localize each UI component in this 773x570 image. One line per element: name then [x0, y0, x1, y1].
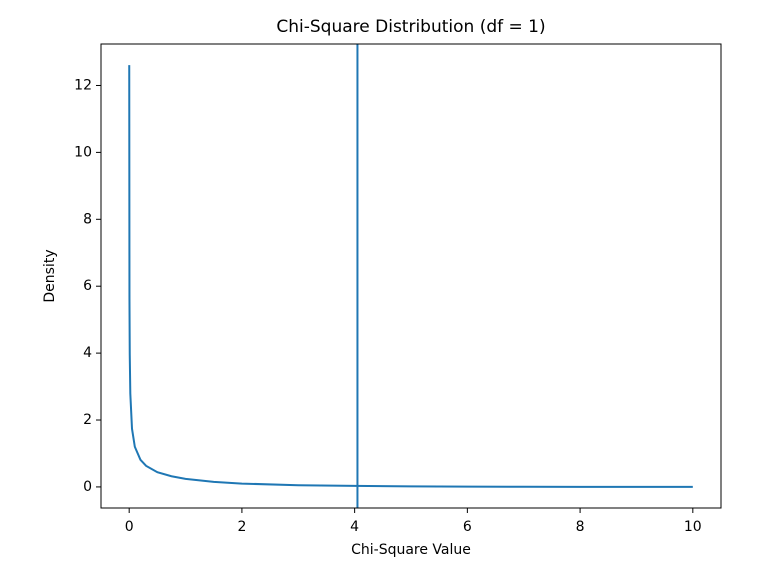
y-tick-label: 8 [83, 211, 92, 227]
x-tick-label: 0 [125, 519, 134, 535]
line-series [128, 65, 693, 488]
x-tick-label: 4 [350, 519, 359, 535]
y-tick-label: 6 [83, 278, 92, 294]
chart-title: Chi-Square Distribution (df = 1) [276, 17, 545, 37]
y-tick-label: 2 [83, 412, 92, 428]
x-tick-label: 2 [237, 519, 246, 535]
x-tick-label: 6 [463, 519, 472, 535]
y-tick-label: 4 [83, 345, 92, 361]
plot-frame [100, 43, 722, 509]
y-tick-label: 0 [83, 479, 92, 495]
y-axis-label: Density [42, 249, 58, 302]
y-tick-label: 12 [74, 77, 92, 93]
x-tick-label: 8 [576, 519, 585, 535]
y-tick-label: 10 [74, 144, 92, 160]
x-axis-label: Chi-Square Value [351, 542, 471, 558]
x-tick-label: 10 [684, 519, 702, 535]
